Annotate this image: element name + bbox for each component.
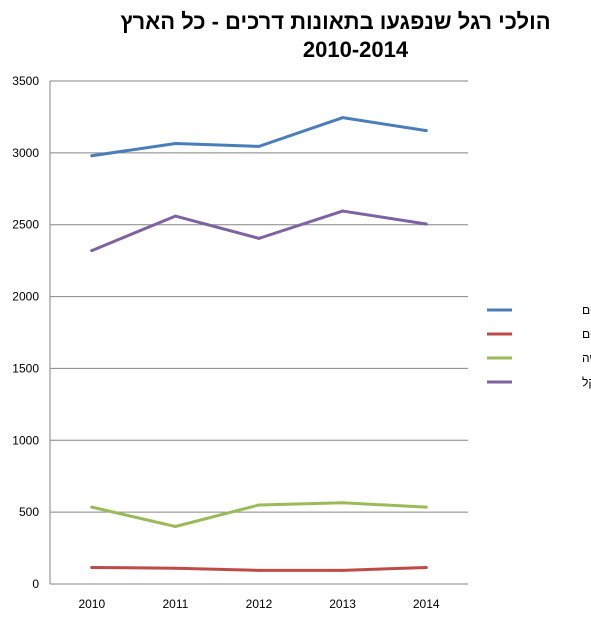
y-tick-label: 1500 [12,361,39,375]
chart-title: הולכי רגל שנפגעו בתאונות דרכים - כל הארץ… [0,8,591,64]
x-tick-label: 2011 [162,597,188,611]
chart-title-line2: 2010-2014 [302,37,409,62]
y-tick-label: 2500 [12,218,39,232]
x-tick-label: 2013 [329,597,356,611]
series-lines [90,116,428,572]
data-point [341,568,345,572]
x-tick-label: 2012 [246,597,273,611]
data-point [90,249,94,253]
legend: סה"כ נפגעים הרוגים פצועים קשה פצועים קל [487,303,591,389]
y-tick-label: 3500 [12,74,39,88]
data-point [90,505,94,509]
data-point [424,565,428,569]
data-point [173,566,177,570]
data-point [424,222,428,226]
axes: 0 500 1000 1500 2000 2500 3000 3500 2010 2011 2012… [12,74,468,611]
x-tick-label: 2010 [78,597,105,611]
legend-label: פצועים קל [582,375,591,389]
legend-label: הרוגים [582,327,591,341]
data-point [424,505,428,509]
y-tick-label: 3000 [12,146,39,160]
data-point [257,144,261,148]
series-line [90,116,428,158]
data-point [257,503,261,507]
data-point [424,129,428,133]
y-tick-label: 2000 [12,290,39,304]
data-point [173,214,177,218]
series-line [90,209,428,253]
data-point [90,565,94,569]
data-point [257,236,261,240]
y-tick-label: 1000 [12,433,39,447]
y-tick-label: 500 [19,505,39,519]
x-tick-label: 2014 [413,597,440,611]
legend-label: פצועים קשה [582,351,591,365]
data-point [173,525,177,529]
data-point [341,209,345,213]
data-point [341,116,345,120]
y-tick-label: 0 [32,577,39,591]
data-point [257,568,261,572]
chart-title-line1: הולכי רגל שנפגעו בתאונות דרכים - כל הארץ [120,9,551,34]
data-point [341,501,345,505]
data-point [90,154,94,158]
data-point [173,142,177,146]
legend-label: סה"כ נפגעים [582,303,591,317]
